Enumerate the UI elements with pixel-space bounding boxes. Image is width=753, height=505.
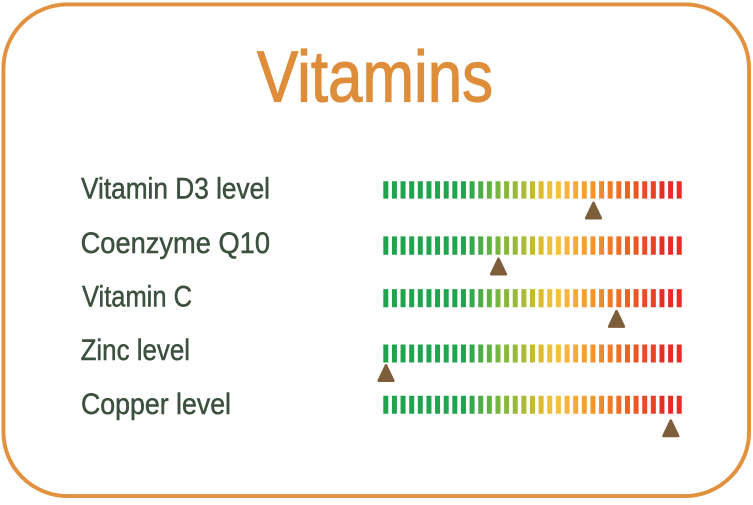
svg-text:Coenzyme Q10: Coenzyme Q10 <box>81 227 270 260</box>
svg-text:Vitamins: Vitamins <box>257 38 493 118</box>
svg-text:Zinc level: Zinc level <box>81 334 190 367</box>
svg-text:Copper level: Copper level <box>81 388 231 421</box>
svg-text:Vitamin D3 level: Vitamin D3 level <box>81 173 270 206</box>
svg-text:Vitamin C: Vitamin C <box>82 281 192 314</box>
